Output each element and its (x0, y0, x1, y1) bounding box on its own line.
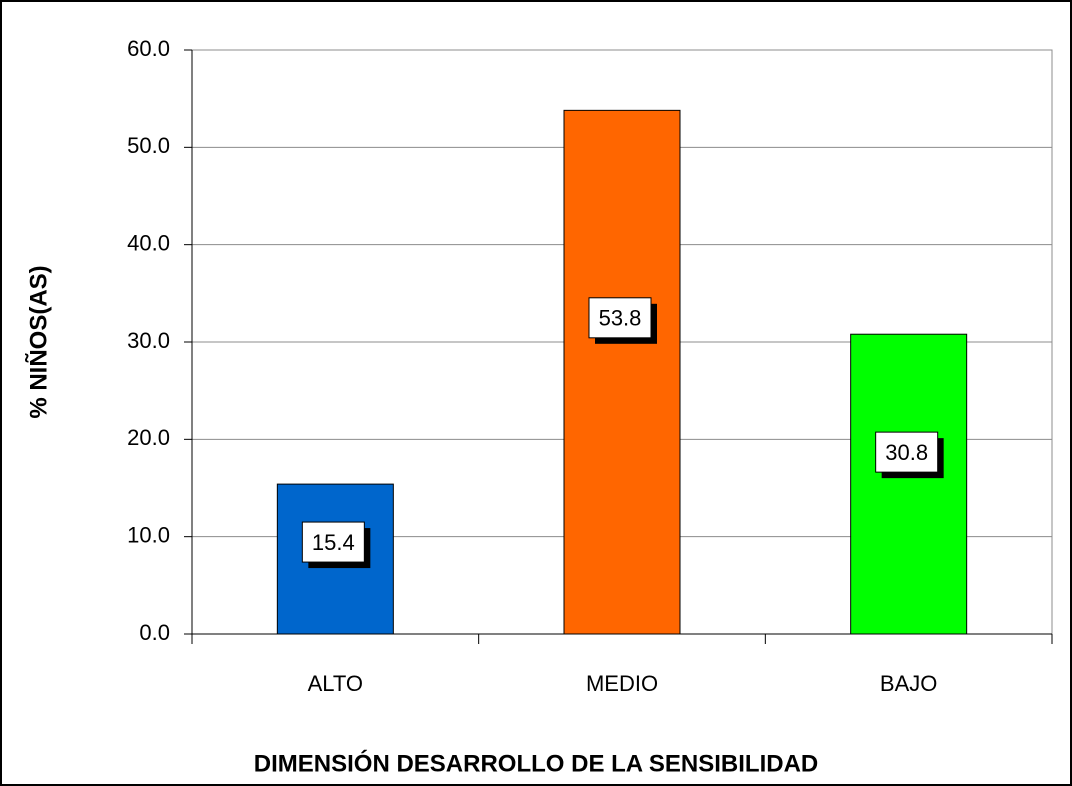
y-tick-label: 40.0 (127, 230, 170, 255)
bar (850, 333, 968, 635)
y-tick-label: 30.0 (127, 328, 170, 353)
x-tick-label: ALTO (308, 671, 363, 696)
label-box (588, 297, 652, 339)
y-tick-label: 10.0 (127, 522, 170, 547)
x-tick-label: BAJO (880, 671, 937, 696)
data-label: 15.4 (312, 530, 355, 555)
label-box (301, 521, 365, 563)
y-tick-label: 50.0 (127, 133, 170, 158)
x-axis-title: DIMENSIÓN DESARROLLO DE LA SENSIBILIDAD (254, 749, 818, 777)
y-tick-label: 20.0 (127, 425, 170, 450)
y-axis-title: % NIÑOS(AS) (24, 265, 52, 418)
data-label: 30.8 (885, 440, 928, 465)
x-tick-label: MEDIO (586, 671, 658, 696)
bar (563, 109, 681, 635)
data-label: 53.8 (599, 306, 642, 331)
y-tick-label: 0.0 (139, 620, 170, 645)
y-tick-label: 60.0 (127, 36, 170, 61)
label-box (875, 431, 939, 473)
